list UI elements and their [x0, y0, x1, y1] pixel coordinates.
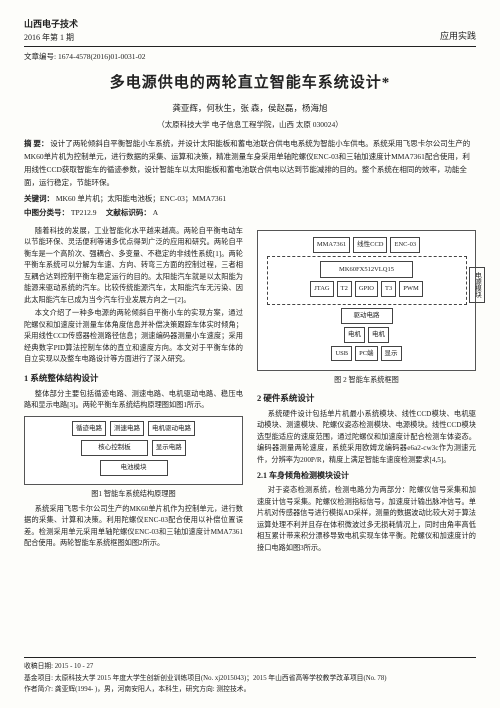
- fig2-box: 线性CCD: [353, 237, 387, 253]
- abstract-text: 设计了两轮倾斜自平衡智能小车系统，并设计太阳能板和蓄电池联合供电电系统为智能小车…: [24, 139, 470, 186]
- authors: 龚亚辉，何秋生，张 森，侯赵磊，杨海旭: [24, 102, 476, 115]
- fig2-box: MMA7361: [313, 237, 350, 253]
- fig2-box: T2: [337, 281, 352, 297]
- intro-para-1: 随着科技的发展，工业智能化水平越来越高。两轮自平衡电动车以节能环保、灵活便利等诸…: [24, 226, 243, 307]
- fig1-box: 循迹电路: [72, 421, 106, 437]
- section-2-1-title: 2.1 车身倾角检测模块设计: [257, 470, 476, 482]
- section-2-1-para: 对于姿态检测系统，检测电路分为两部分：陀螺仪信号采集和加速度计信号采集。陀螺仪检…: [257, 485, 476, 554]
- fig2-box: 电机: [368, 327, 389, 343]
- article-title: 多电源供电的两轮直立智能车系统设计*: [24, 72, 476, 95]
- figure-2: MMA7361 线性CCD ENC-03 MK60FX512VLQ15 JTAG…: [257, 230, 476, 372]
- figure-1: 循迹电路 测速电路 电机驱动电路 核心控制板 显示电路 电池模块: [24, 416, 243, 485]
- section-2-title: 2 硬件系统设计: [257, 392, 476, 405]
- section-1-para-2: 系统采用飞思卡尔公司生产的MK60单片机作为控制单元，进行数据的采集、计算和决策…: [24, 504, 243, 550]
- footer: 收稿日期: 2015 - 10 - 27 基金项目: 太原科技大学 2015 年…: [24, 657, 476, 696]
- section-2-para: 系统硬件设计包括单片机最小系统模块、线性CCD模块、电机驱动模块、测速模块、陀螺…: [257, 409, 476, 467]
- fig2-box: T3: [381, 281, 396, 297]
- fig2-box: PC端: [355, 346, 377, 362]
- fig1-box: 显示电路: [152, 440, 186, 456]
- doc-code-label: 文献标识码：: [106, 208, 151, 217]
- section-1-title: 1 系统整体结构设计: [24, 372, 243, 385]
- fig2-box: 电机: [344, 327, 365, 343]
- page-header: 山西电子技术 2016 年第 1 期 应用实践: [24, 18, 476, 47]
- fig2-box: JTAG: [310, 281, 333, 297]
- header-section: 应用实践: [440, 30, 476, 44]
- keywords-line: 关键词： MK60 单片机；太阳能电池板；ENC-03；MMA7361: [24, 193, 476, 204]
- fig1-box: 电池模块: [100, 460, 168, 476]
- fig2-box: PWM: [399, 281, 423, 297]
- doc-code-value: A: [153, 208, 158, 217]
- issue-info: 2016 年第 1 期: [24, 32, 78, 44]
- article-id: 文章编号: 1674-4578(2016)01-0031-02: [24, 51, 476, 62]
- body-columns: 随着科技的发展，工业智能化水平越来越高。两轮自平衡电动车以节能环保、灵活便利等诸…: [24, 226, 476, 557]
- abstract-label: 摘 要：: [24, 139, 48, 148]
- footer-date: 收稿日期: 2015 - 10 - 27: [24, 662, 476, 672]
- journal-name: 山西电子技术: [24, 18, 78, 32]
- figure-1-caption: 图1 智能车系统结构原理图: [24, 489, 243, 500]
- fig2-box: GPIO: [355, 281, 378, 297]
- keywords-text: MK60 单片机；太阳能电池板；ENC-03；MMA7361: [56, 194, 226, 203]
- header-left: 山西电子技术 2016 年第 1 期: [24, 18, 78, 44]
- clc-value: TP212.9: [71, 208, 97, 217]
- affiliation: （太原科技大学 电子信息工程学院，山西 太原 030024）: [24, 119, 476, 130]
- footer-author: 作者简介: 龚亚辉(1994- )，男，河南安阳人，本科生，研究方向: 测控技术…: [24, 685, 476, 695]
- fig2-box: ENC-03: [390, 237, 420, 253]
- page: 山西电子技术 2016 年第 1 期 应用实践 文章编号: 1674-4578(…: [0, 0, 500, 708]
- figure-2-caption: 图 2 智能车系统框图: [257, 375, 476, 386]
- right-column: MMA7361 线性CCD ENC-03 MK60FX512VLQ15 JTAG…: [257, 226, 476, 557]
- fig2-box: 显示: [381, 346, 402, 362]
- left-column: 随着科技的发展，工业智能化水平越来越高。两轮自平衡电动车以节能环保、灵活便利等诸…: [24, 226, 243, 557]
- fig1-box: 核心控制板: [81, 440, 148, 456]
- fig1-box: 测速电路: [110, 421, 144, 437]
- fig1-box: 电机驱动电路: [148, 421, 195, 437]
- fig2-side-box: 电源模块: [469, 267, 485, 303]
- fig2-box: USB: [331, 346, 352, 362]
- clc-label: 中图分类号：: [24, 208, 69, 217]
- fig2-mcu: MK60FX512VLQ15: [320, 261, 413, 279]
- keywords-label: 关键词：: [24, 194, 54, 203]
- section-1-para: 整体部分主要包括循迹电路、测速电路、电机驱动电路、稳压电路和显示电路[3]。两轮…: [24, 389, 243, 412]
- classification-line: 中图分类号： TP212.9 文献标识码： A: [24, 207, 476, 218]
- fig2-dashed-group: MK60FX512VLQ15 JTAG T2 GPIO T3 PWM: [267, 256, 467, 306]
- abstract: 摘 要： 设计了两轮倾斜自平衡智能小车系统，并设计太阳能板和蓄电池联合供电电系统…: [24, 138, 476, 189]
- fig2-box: 驱动电路: [341, 308, 393, 324]
- intro-para-2: 本文介绍了一种多电源的两轮倾斜自平衡小车的实现方案，通过陀螺仪和加速度计测量车体…: [24, 308, 243, 366]
- footer-fund: 基金项目: 太原科技大学 2015 年度大学生创新创业训练项目(No. xj20…: [24, 674, 476, 684]
